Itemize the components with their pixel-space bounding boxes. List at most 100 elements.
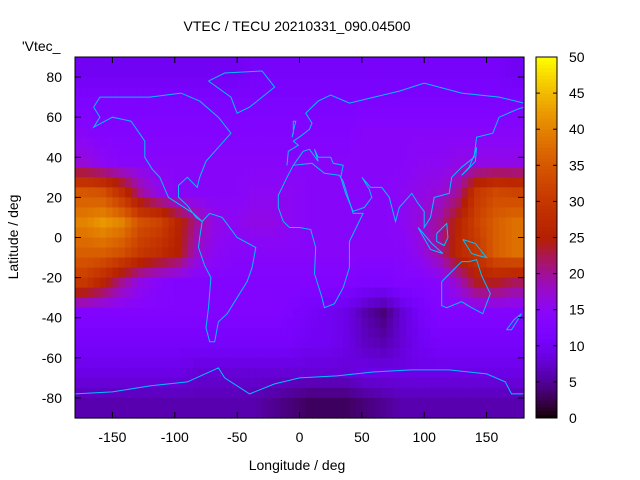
heatmap-cell (118, 137, 126, 148)
heatmap-cell (81, 317, 89, 329)
heatmap-cell (131, 347, 138, 359)
y-tick-label: -40 (42, 310, 62, 326)
heatmap-cell (368, 137, 375, 148)
heatmap-cell (405, 97, 413, 108)
x-tick-label: -150 (98, 429, 126, 445)
heatmap-cell (393, 237, 400, 249)
heatmap-cell (355, 327, 363, 339)
heatmap-cell (374, 227, 382, 239)
heatmap-cell (156, 187, 163, 198)
heatmap-cell (355, 267, 363, 279)
heatmap-cell (131, 377, 138, 389)
heatmap-cell (118, 297, 126, 309)
heatmap-cell (212, 107, 220, 118)
heatmap-cell (330, 407, 338, 419)
heatmap-cell (162, 157, 170, 168)
heatmap-cell (343, 77, 350, 88)
heatmap-cell (305, 307, 313, 319)
heatmap-cell (112, 337, 120, 349)
heatmap-cell (368, 367, 375, 379)
colorbar-segment (536, 313, 557, 318)
heatmap-cell (349, 67, 357, 78)
heatmap-cell (181, 267, 188, 279)
heatmap-cell (143, 187, 151, 198)
heatmap-cell (467, 397, 475, 409)
heatmap-cell (405, 157, 413, 168)
heatmap-cell (492, 397, 500, 409)
heatmap-cell (137, 127, 145, 138)
heatmap-cell (137, 177, 145, 188)
heatmap-cell (143, 167, 151, 178)
heatmap-cell (399, 277, 407, 289)
heatmap-cell (374, 387, 382, 399)
heatmap-cell (143, 357, 151, 369)
heatmap-cell (499, 357, 506, 369)
heatmap-cell (75, 297, 82, 309)
heatmap-cell (187, 367, 195, 379)
heatmap-cell (143, 207, 151, 219)
heatmap-cell (449, 307, 457, 319)
heatmap-cell (218, 87, 226, 98)
heatmap-cell (205, 207, 213, 219)
heatmap-cell (187, 377, 195, 389)
heatmap-cell (374, 67, 382, 78)
heatmap-cell (255, 267, 263, 279)
heatmap-cell (87, 77, 95, 88)
heatmap-cell (149, 357, 157, 369)
heatmap-cell (262, 227, 269, 239)
heatmap-cell (486, 87, 494, 98)
heatmap-cell (255, 377, 263, 389)
heatmap-cell (505, 287, 513, 299)
heatmap-cell (93, 177, 101, 188)
heatmap-cell (480, 157, 488, 168)
heatmap-cell (324, 247, 332, 259)
heatmap-cell (517, 337, 525, 349)
heatmap-cell (305, 277, 313, 289)
heatmap-cell (224, 257, 232, 269)
coastline (291, 120, 297, 138)
heatmap-cell (474, 267, 481, 279)
heatmap-cell (368, 237, 375, 249)
heatmap-cell (461, 297, 469, 309)
heatmap-cell (87, 317, 95, 329)
heatmap-cell (324, 67, 332, 78)
heatmap-cell (355, 377, 363, 389)
heatmap-cell (449, 297, 457, 309)
heatmap-cell (393, 327, 400, 339)
heatmap-cell (330, 327, 338, 339)
heatmap-cell (168, 267, 176, 279)
heatmap-cell (305, 227, 313, 239)
heatmap-cell (355, 257, 363, 269)
heatmap-cell (349, 277, 357, 289)
heatmap-cell (187, 277, 195, 289)
x-axis-label: Longitude / deg (249, 457, 346, 473)
heatmap-cell (467, 57, 475, 68)
heatmap-cell (455, 397, 463, 409)
coastline (197, 212, 257, 343)
heatmap-cell (287, 177, 294, 188)
heatmap-cell (162, 257, 170, 269)
heatmap-cell (467, 127, 475, 138)
heatmap-cell (174, 217, 182, 229)
heatmap-cell (336, 57, 344, 68)
heatmap-cell (393, 337, 400, 349)
heatmap-cell (411, 147, 419, 158)
heatmap-cell (405, 227, 413, 239)
heatmap-cell (143, 377, 151, 389)
heatmap-cell (274, 327, 282, 339)
heatmap-cell (455, 357, 463, 369)
heatmap-cell (112, 397, 120, 409)
heatmap-cell (218, 167, 226, 178)
heatmap-cell (212, 237, 220, 249)
heatmap-cell (162, 327, 170, 339)
heatmap-cell (218, 157, 226, 168)
heatmap-cell (467, 167, 475, 178)
heatmap-cell (455, 97, 463, 108)
heatmap-cell (137, 97, 145, 108)
heatmap-cell (268, 297, 276, 309)
heatmap-cell (417, 117, 425, 128)
heatmap-cell (181, 237, 188, 249)
heatmap-cell (492, 347, 500, 359)
heatmap-cell (280, 367, 288, 379)
heatmap-cell (449, 117, 457, 128)
